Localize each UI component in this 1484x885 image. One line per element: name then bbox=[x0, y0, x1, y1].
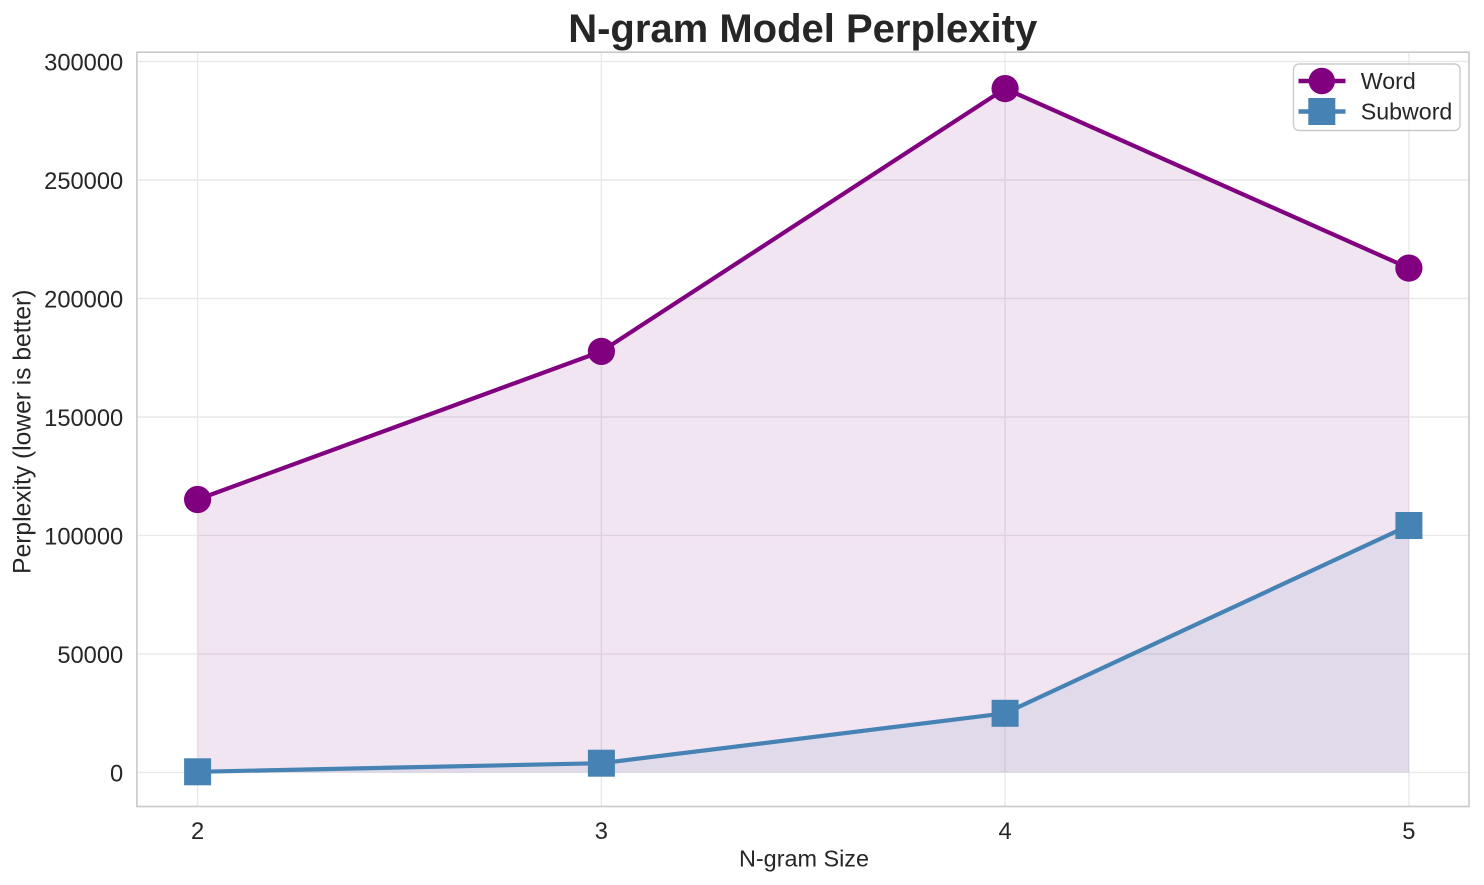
svg-text:N-gram Model Perplexity: N-gram Model Perplexity bbox=[568, 7, 1038, 51]
svg-text:2: 2 bbox=[191, 819, 204, 845]
svg-text:Word: Word bbox=[1361, 68, 1416, 94]
svg-text:100000: 100000 bbox=[44, 524, 123, 550]
svg-text:250000: 250000 bbox=[44, 169, 123, 195]
svg-text:N-gram Size: N-gram Size bbox=[739, 846, 869, 872]
svg-text:50000: 50000 bbox=[57, 643, 123, 669]
svg-text:4: 4 bbox=[999, 819, 1012, 845]
svg-text:5: 5 bbox=[1402, 819, 1415, 845]
svg-text:Perplexity (lower is better): Perplexity (lower is better) bbox=[10, 290, 37, 574]
svg-text:Subword: Subword bbox=[1361, 98, 1453, 124]
svg-text:3: 3 bbox=[595, 819, 608, 845]
svg-text:150000: 150000 bbox=[44, 406, 123, 432]
svg-text:300000: 300000 bbox=[44, 50, 123, 76]
svg-text:200000: 200000 bbox=[44, 287, 123, 313]
svg-text:0: 0 bbox=[110, 761, 123, 787]
